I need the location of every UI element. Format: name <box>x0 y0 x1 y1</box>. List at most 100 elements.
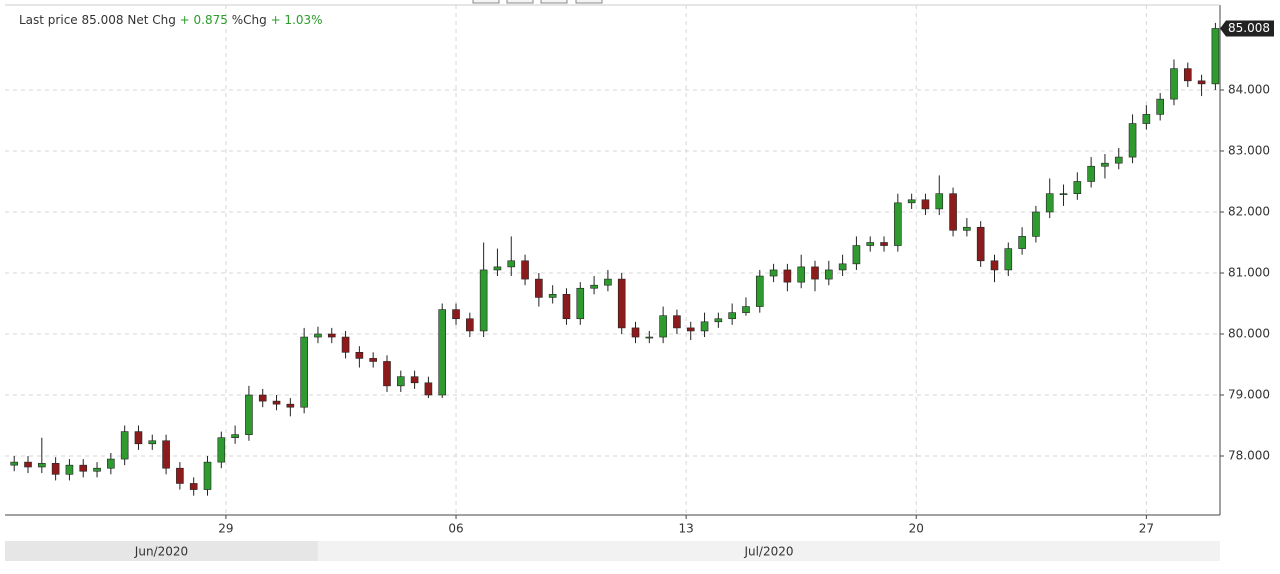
candle-body <box>700 321 709 332</box>
candle-body <box>438 309 447 396</box>
pct-chg-label: %Chg <box>232 13 267 27</box>
last-value-marker <box>1220 20 1274 37</box>
candle-body <box>1087 165 1095 182</box>
candle-body <box>383 361 391 387</box>
candle-body <box>825 269 833 280</box>
last-price-label: Last price <box>19 13 78 27</box>
candle-body <box>949 193 957 231</box>
candle-body <box>866 242 875 246</box>
candle-body <box>590 284 598 289</box>
net-chg: + 0.875 <box>180 13 228 27</box>
y-tick-label: 81.000 <box>1228 265 1270 279</box>
candle-body <box>189 483 198 490</box>
x-tick-label: 06 <box>448 522 463 536</box>
candle-body <box>1018 236 1026 249</box>
candle-body <box>1073 181 1082 194</box>
candle-body <box>258 394 267 402</box>
month-label: Jul/2020 <box>743 545 793 559</box>
candle-body <box>38 463 46 468</box>
candle-body <box>341 336 350 353</box>
candle-body <box>645 336 654 339</box>
y-tick-label: 83.000 <box>1228 143 1270 157</box>
candle-body <box>1183 68 1192 82</box>
candle-body <box>755 275 764 307</box>
candle-body <box>286 403 295 408</box>
candle-body <box>963 226 971 231</box>
candle-body <box>272 400 281 405</box>
candle-body <box>396 376 405 387</box>
candle-body <box>107 458 115 469</box>
last-value-label: 85.008 <box>1228 21 1270 35</box>
candle-body <box>410 376 419 384</box>
y-tick-label: 79.000 <box>1228 388 1270 402</box>
candle-body <box>493 266 502 271</box>
candle-body <box>1114 156 1123 164</box>
candle-body <box>24 461 32 468</box>
toolbar-button[interactable] <box>540 0 568 4</box>
candle-body <box>673 315 681 329</box>
candle-body <box>728 312 736 320</box>
candle-body <box>1170 68 1178 100</box>
candle-body <box>424 382 433 396</box>
x-tick-label: 29 <box>218 522 233 536</box>
candle-body <box>838 263 847 271</box>
candle-body <box>1128 123 1137 158</box>
axes: 78.000 79.000 80.000 81.000 82.000 83.000 84.0… <box>5 20 1274 561</box>
candle-body <box>976 226 985 262</box>
candle-body <box>217 437 226 463</box>
month-band <box>5 541 318 561</box>
candle-body <box>894 202 902 246</box>
candle-body <box>93 467 101 472</box>
candle-body <box>134 431 143 445</box>
candle-body <box>1197 80 1206 85</box>
candle-body <box>162 440 170 469</box>
candle-body <box>231 434 239 439</box>
candle-body <box>783 269 792 283</box>
y-tick-label: 78.000 <box>1228 449 1270 463</box>
candle-body <box>1032 211 1040 237</box>
candle-body <box>327 333 336 338</box>
x-tick-label: 13 <box>678 522 693 536</box>
candle-body <box>742 306 750 313</box>
month-band <box>317 541 1220 561</box>
pct-chg: + 1.03% <box>271 13 323 27</box>
candle-body <box>797 266 805 283</box>
candle-body <box>659 315 667 338</box>
candle-body <box>148 440 157 445</box>
candle-body <box>314 333 322 338</box>
candle-body <box>604 278 612 286</box>
candle-body <box>466 318 474 332</box>
candle-body <box>852 245 861 265</box>
candle-body <box>921 199 930 210</box>
candle-body <box>1059 193 1068 195</box>
candle-body <box>576 287 585 320</box>
toolbar <box>472 0 603 4</box>
candle-body <box>1211 28 1220 85</box>
candle-body <box>79 464 88 472</box>
candle-body <box>935 193 944 210</box>
candle-body <box>548 294 557 298</box>
net-chg-label: Net Chg <box>127 13 175 27</box>
candle-body <box>355 352 364 359</box>
candle-body <box>369 358 377 362</box>
candle-body <box>452 309 460 320</box>
toolbar-button[interactable] <box>575 0 603 4</box>
candle-body <box>1142 114 1151 124</box>
candle-body <box>176 467 184 484</box>
x-tick-label: 27 <box>1139 522 1154 536</box>
candle-body <box>880 242 888 246</box>
candle-body <box>686 327 695 332</box>
candles <box>10 22 1220 496</box>
toolbar-button[interactable] <box>506 0 534 4</box>
y-tick-label: 84.000 <box>1228 82 1270 96</box>
candle-body <box>51 463 60 475</box>
candle-body <box>907 199 916 204</box>
candle-body <box>245 394 253 435</box>
header: Last price 85.008 Net Chg + 0.875 %Chg +… <box>19 13 323 27</box>
candle-body <box>714 318 723 323</box>
candle-body <box>300 336 308 408</box>
candle-body <box>562 294 571 320</box>
candle-body <box>203 461 212 490</box>
toolbar-button[interactable] <box>472 0 500 4</box>
